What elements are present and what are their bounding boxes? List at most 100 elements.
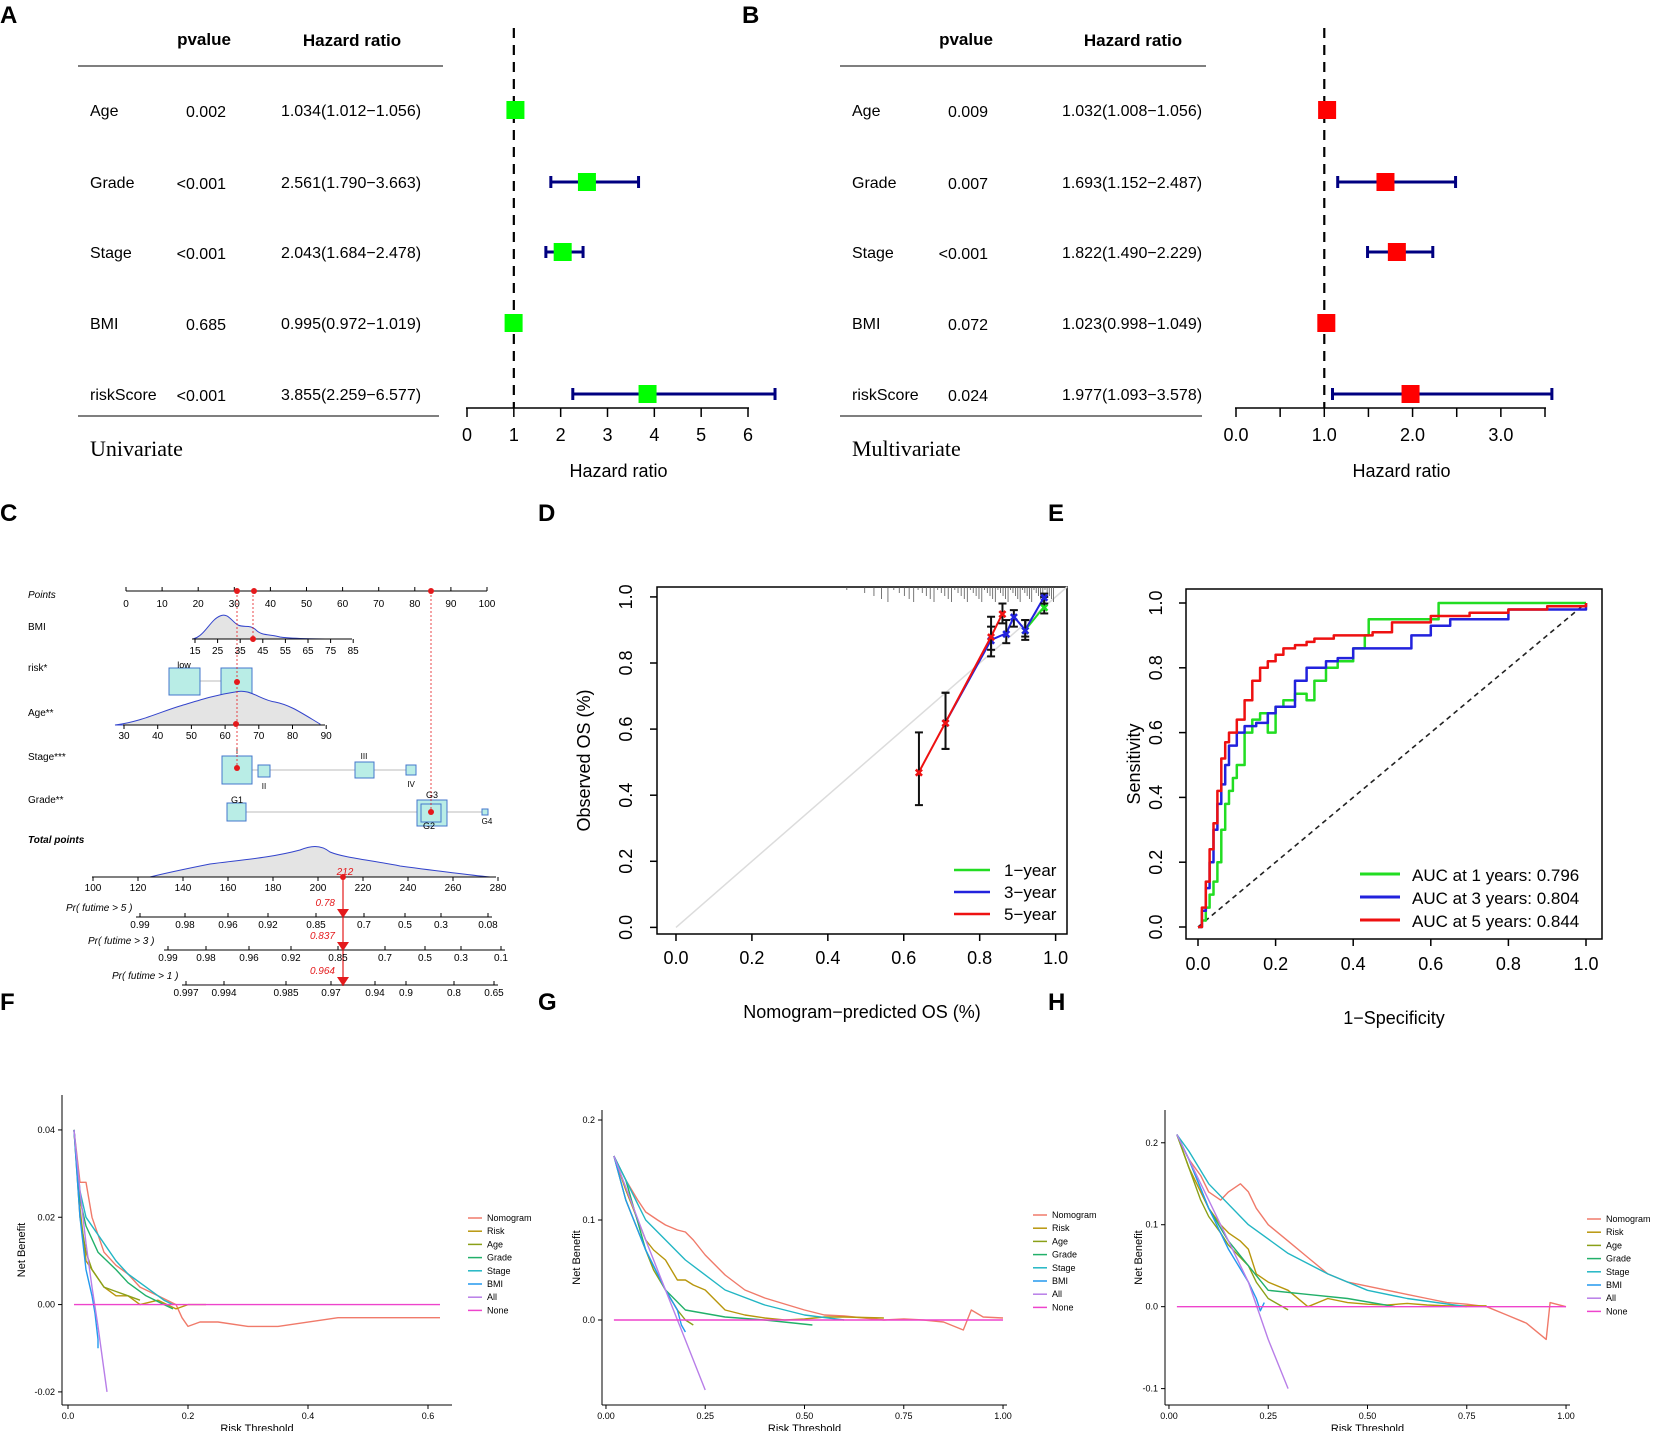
survival-tick-label: 0.99 <box>158 953 178 964</box>
calibration-point: ✖ <box>986 631 996 645</box>
points-tick-label: 80 <box>409 599 421 610</box>
risk-box-low <box>168 667 201 696</box>
y-axis-title: Observed OS (%) <box>574 689 594 831</box>
total-tick-label: 220 <box>355 883 372 894</box>
y-tick-label: 0.04 <box>37 1125 55 1135</box>
survival-tick-label: 0.08 <box>478 920 498 931</box>
curve-risk <box>613 1155 884 1321</box>
bmi-tick-label: 75 <box>325 646 337 657</box>
total-tick-label: 100 <box>85 883 102 894</box>
calibration-point: ✖ <box>914 766 924 780</box>
row-pvalue: <0.001 <box>177 246 226 263</box>
points-tick-label: 40 <box>265 599 277 610</box>
row-hazard-ratio: 1.693(1.152−2.487) <box>1062 175 1202 192</box>
age-tick-label: 60 <box>220 731 232 742</box>
hr-point <box>1387 243 1406 261</box>
x-axis-title: Nomogram−predicted OS (%) <box>743 1002 981 1022</box>
bmi-density <box>192 614 351 640</box>
curve-nomogram <box>73 1129 440 1328</box>
survival-tick-label: 0.994 <box>211 988 236 999</box>
calibration-line-red <box>918 612 1004 773</box>
survival-tick-label: 0.98 <box>196 953 216 964</box>
survival-tick-label: 0.92 <box>258 920 278 931</box>
y-tick-label: 0.0 <box>1145 1302 1158 1312</box>
points-marker <box>251 588 257 594</box>
legend-label: Age <box>1606 1240 1622 1250</box>
row-label-riskscore: riskScore <box>90 387 157 404</box>
y-tick-label: 0.2 <box>1145 1138 1158 1148</box>
legend-label: All <box>1052 1289 1062 1299</box>
curve-risk <box>73 1129 206 1310</box>
y-tick-label: -0.1 <box>1142 1384 1158 1394</box>
survival-probability-value: 0.78 <box>316 898 336 909</box>
x-tick-label: 0.75 <box>1458 1411 1476 1421</box>
y-tick-label: 0.8 <box>616 650 636 675</box>
x-tick-label: 0.8 <box>1496 954 1521 974</box>
legend-label: Grade <box>487 1253 512 1263</box>
panel-letter-d: D <box>538 500 555 527</box>
plot-frame <box>1185 588 1603 940</box>
total-tick-label: 120 <box>130 883 147 894</box>
survival-tick-label: 0.96 <box>218 920 238 931</box>
legend-label: Stage <box>487 1266 511 1276</box>
y-tick-label: 0.0 <box>616 915 636 940</box>
age-tick-label: 50 <box>186 731 198 742</box>
row-label-riskscore: riskScore <box>852 387 919 404</box>
column-header-hazard-ratio: Hazard ratio <box>303 31 401 50</box>
row-pvalue: <0.001 <box>177 388 226 405</box>
hr-point <box>506 101 525 119</box>
total-tick-label: 240 <box>400 883 417 894</box>
x-tick-label: 0.8 <box>967 948 992 968</box>
x-tick-label: 0.0 <box>62 1411 75 1421</box>
calibration-point: ✖ <box>1039 601 1049 615</box>
x-tick-label: 1.00 <box>994 1411 1012 1421</box>
bmi-tick-label: 85 <box>348 646 360 657</box>
survival-pointer <box>337 909 349 918</box>
model-label: Multivariate <box>852 436 961 461</box>
points-label: Points <box>28 590 56 601</box>
calibration-point: ✖ <box>1039 591 1049 605</box>
y-tick-label: 1.0 <box>616 584 636 609</box>
age-tick-label: 70 <box>253 731 265 742</box>
y-tick-label: 0.0 <box>582 1315 595 1325</box>
survival-tick-label: 0.94 <box>365 988 385 999</box>
x-tick-label: 0 <box>462 425 472 445</box>
y-tick-label: 0.2 <box>582 1115 595 1125</box>
curve-stage <box>613 1155 845 1321</box>
curve-stage <box>1176 1134 1467 1308</box>
x-tick-label: 0.2 <box>1263 954 1288 974</box>
x-tick-label: 1.0 <box>1043 948 1068 968</box>
points-tick-label: 20 <box>193 599 205 610</box>
stage-box-iv <box>405 764 417 776</box>
forest-plot-a: pvalue Hazard ratio Univariate Age 0.002 1.03… <box>78 28 777 481</box>
y-tick-label: 0.6 <box>616 717 636 742</box>
y-tick-label: 0.2 <box>616 849 636 874</box>
survival-tick-label: 0.5 <box>398 920 412 931</box>
legend-label: 5−year <box>1004 905 1057 924</box>
points-tick-label: 50 <box>301 599 313 610</box>
age-label: Age** <box>28 708 54 719</box>
survival-probability-label: Pr( futime > 3 ) <box>88 936 154 947</box>
x-tick-label: 0.50 <box>796 1411 814 1421</box>
x-tick-label: 3.0 <box>1488 425 1513 445</box>
calibration-point: ✖ <box>940 716 950 730</box>
legend-label: Age <box>1052 1236 1068 1246</box>
x-tick-label: 2.0 <box>1400 425 1425 445</box>
legend-label: Nomogram <box>1052 1210 1097 1220</box>
panel-letter-b: B <box>742 2 759 29</box>
points-tick-label: 0 <box>123 599 129 610</box>
row-label-grade: Grade <box>90 175 135 192</box>
age-tick-label: 30 <box>118 731 130 742</box>
survival-tick-label: 0.99 <box>130 920 150 931</box>
calibration-point: ✖ <box>1020 624 1030 638</box>
age-tick-label: 40 <box>152 731 164 742</box>
row-hazard-ratio: 2.043(1.684−2.478) <box>281 245 421 262</box>
row-pvalue: 0.072 <box>948 317 988 334</box>
x-tick-label: 0.0 <box>1185 954 1210 974</box>
y-axis-title: Sensitivity <box>1124 723 1144 804</box>
stage-level: IV <box>407 780 415 789</box>
survival-tick-label: 0.92 <box>281 953 301 964</box>
legend-label: Grade <box>1606 1254 1631 1264</box>
total-tick-label: 260 <box>445 883 462 894</box>
y-tick-label: 1.0 <box>1146 590 1166 615</box>
